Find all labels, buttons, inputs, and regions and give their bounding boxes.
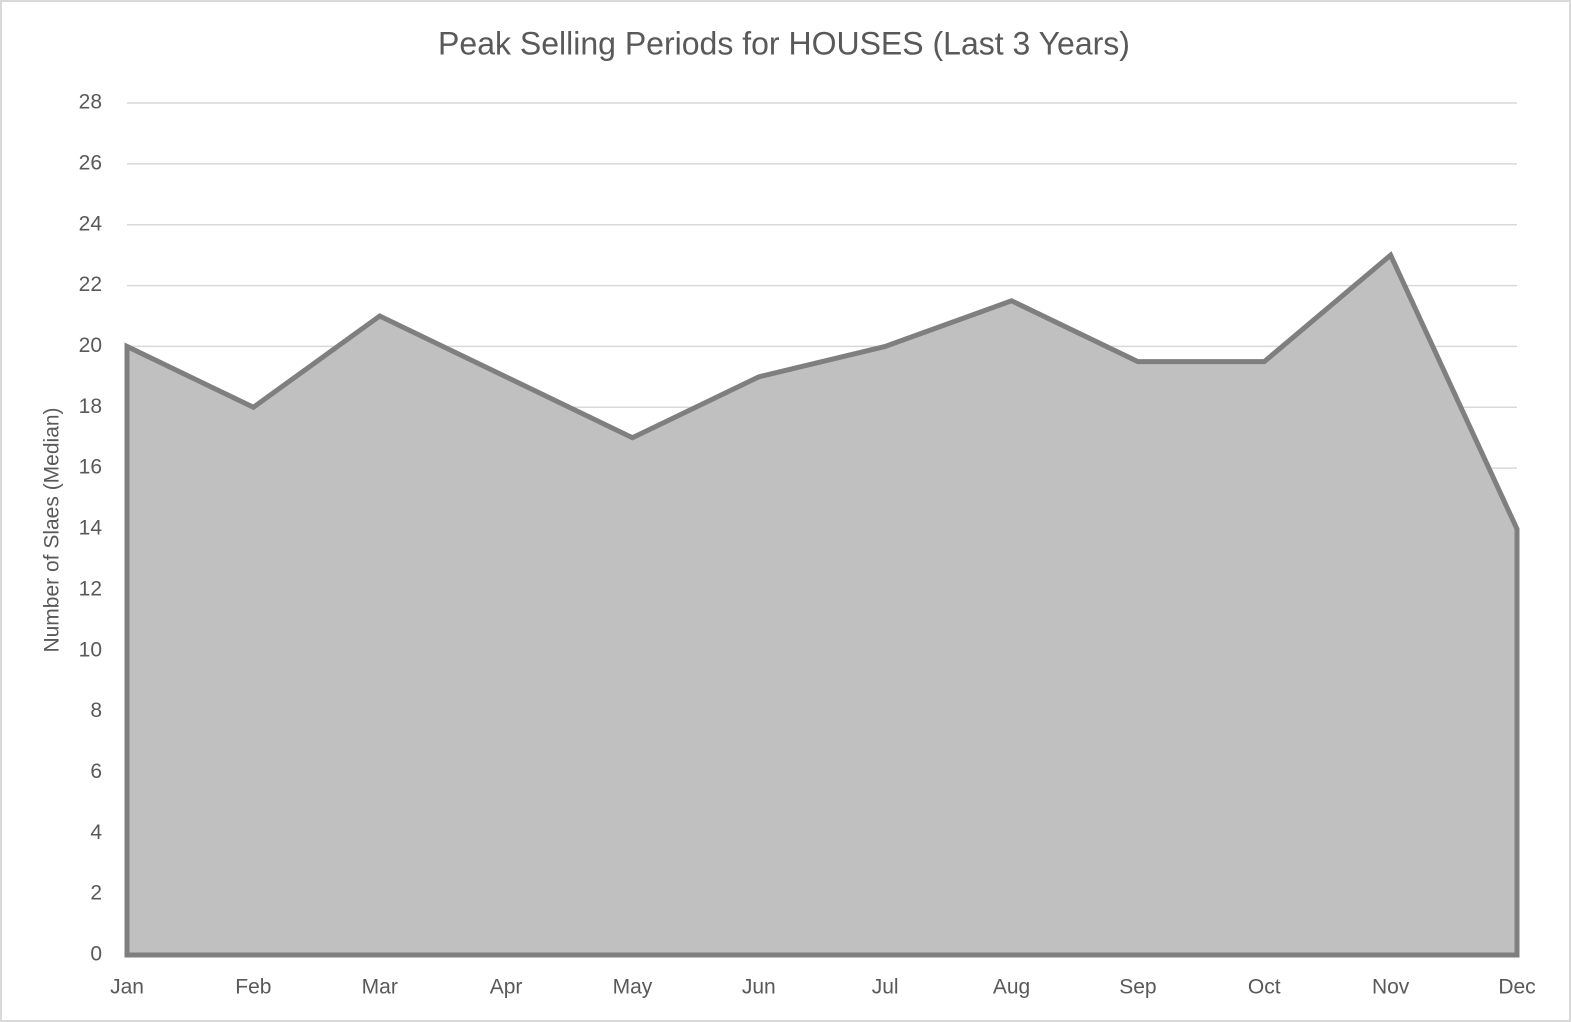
y-tick-label: 6	[90, 760, 102, 783]
y-tick-label: 4	[90, 821, 102, 844]
y-tick-label: 18	[79, 395, 102, 418]
x-tick-label: Aug	[993, 976, 1030, 999]
y-tick-label: 12	[79, 577, 102, 600]
x-tick-label: Jan	[110, 976, 144, 999]
x-tick-label: Dec	[1498, 976, 1535, 999]
y-tick-label: 16	[79, 456, 102, 479]
y-axis-label: Number of Slaes (Median)	[41, 407, 64, 652]
y-tick-label: 0	[90, 943, 102, 966]
x-tick-label: Sep	[1119, 976, 1156, 999]
x-tick-label: Jul	[872, 976, 899, 999]
x-tick-label: Nov	[1372, 976, 1410, 999]
chart-title: Peak Selling Periods for HOUSES (Last 3 …	[438, 25, 1130, 61]
x-tick-label: Mar	[362, 976, 398, 999]
y-tick-label: 28	[79, 91, 102, 114]
x-tick-label: Oct	[1248, 976, 1281, 999]
x-tick-label: Feb	[235, 976, 271, 999]
y-tick-label: 8	[90, 699, 102, 722]
y-tick-label: 20	[79, 334, 102, 357]
x-tick-label: May	[613, 976, 653, 999]
y-tick-label: 10	[79, 638, 102, 661]
x-tick-label: Jun	[742, 976, 776, 999]
y-tick-label: 26	[79, 151, 102, 174]
y-tick-label: 2	[90, 882, 102, 905]
y-tick-label: 14	[79, 517, 103, 540]
y-tick-label: 22	[79, 273, 102, 296]
area	[124, 251, 1520, 958]
y-tick-label: 24	[79, 212, 103, 235]
x-tick-label: Apr	[490, 976, 523, 999]
